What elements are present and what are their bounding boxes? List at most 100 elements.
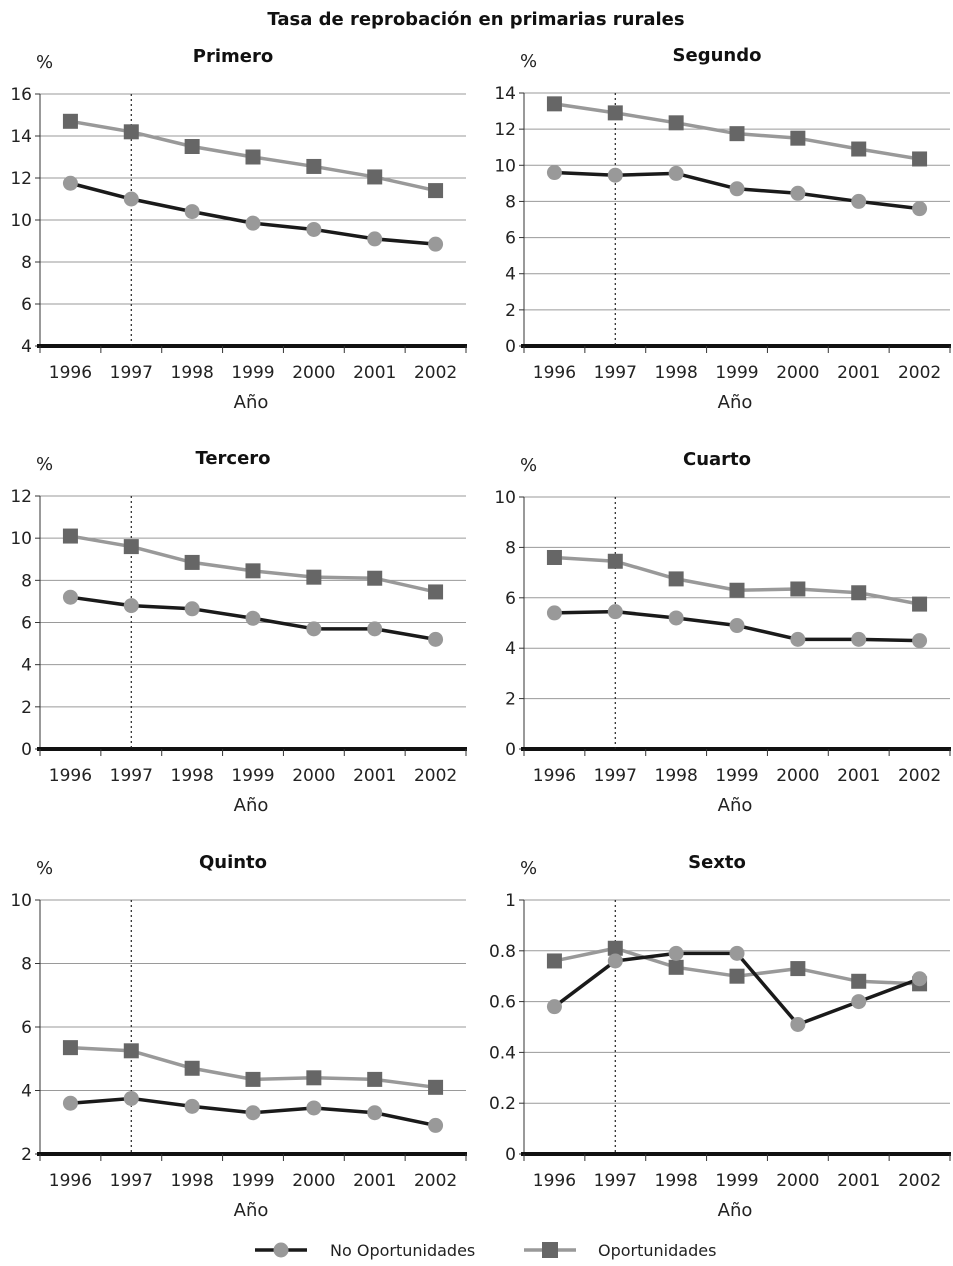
x-axis-label-sexto: Año [718, 1200, 753, 1221]
point-sexto-oportunidades-4 [790, 961, 806, 977]
point-segundo-oportunidades-4 [790, 130, 806, 146]
legend-marker-no-oportunidades [273, 1242, 289, 1258]
legend: No Oportunidades Oportunidades [255, 1241, 716, 1260]
ytick-label-segundo-4: 8 [505, 192, 516, 212]
point-segundo-oportunidades-3 [729, 126, 745, 142]
xtick-label-tercero-5: 2001 [353, 766, 396, 786]
point-tercero-no-oportunidades-1 [123, 598, 139, 614]
xtick-label-tercero-4: 2000 [292, 766, 335, 786]
ytick-label-cuarto-3: 6 [505, 589, 516, 609]
point-cuarto-no-oportunidades-6 [912, 633, 928, 649]
point-sexto-oportunidades-1 [607, 940, 623, 956]
point-tercero-no-oportunidades-2 [184, 601, 200, 617]
y-axis-label-tercero: % [36, 454, 53, 475]
chart-sexto: 0 0.2 0.4 0.6 0.8 1 1996 1997 1998 1999 2000 2001 20… [489, 852, 951, 1221]
xtick-label-sexto-3: 1999 [715, 1171, 758, 1191]
point-cuarto-no-oportunidades-3 [729, 618, 745, 634]
ytick-label-quinto-2: 6 [21, 1018, 32, 1038]
ytick-label-tercero-2: 4 [21, 656, 32, 676]
ytick-label-primero-4: 12 [10, 169, 32, 189]
chart-title-cuarto: Cuarto [683, 449, 751, 470]
xtick-label-quinto-1: 1997 [110, 1171, 153, 1191]
y-axis-label-quinto: % [36, 858, 53, 879]
point-quinto-no-oportunidades-0 [62, 1095, 78, 1111]
xtick-label-primero-4: 2000 [292, 363, 335, 383]
point-primero-oportunidades-4 [306, 158, 322, 174]
y-axis-label-primero: % [36, 52, 53, 73]
xtick-label-primero-6: 2002 [414, 363, 457, 383]
ytick-label-segundo-0: 0 [505, 337, 516, 357]
ytick-label-tercero-3: 6 [21, 614, 32, 634]
point-primero-no-oportunidades-5 [367, 231, 383, 247]
ytick-label-quinto-3: 8 [21, 955, 32, 975]
point-segundo-no-oportunidades-3 [729, 181, 745, 197]
xtick-label-cuarto-5: 2001 [837, 766, 880, 786]
xtick-label-quinto-3: 1999 [231, 1171, 274, 1191]
point-sexto-no-oportunidades-3 [729, 945, 745, 961]
point-segundo-no-oportunidades-0 [546, 165, 562, 181]
chart-panels: 4 6 8 10 12 14 16 1996 1997 1998 1999 2000 2001 2002 P… [10, 45, 951, 1221]
point-primero-no-oportunidades-2 [184, 204, 200, 220]
xtick-label-segundo-3: 1999 [715, 363, 758, 383]
ytick-label-tercero-5: 10 [10, 529, 32, 549]
ytick-label-cuarto-5: 10 [494, 488, 516, 508]
point-quinto-no-oportunidades-4 [306, 1100, 322, 1116]
chart-segundo: 0 2 4 6 8 10 12 14 1996 1997 1998 1999 2000 2001 2002 S… [494, 45, 951, 413]
point-quinto-no-oportunidades-3 [245, 1105, 261, 1121]
point-cuarto-oportunidades-6 [912, 596, 928, 612]
xtick-label-sexto-5: 2001 [837, 1171, 880, 1191]
ytick-label-primero-6: 16 [10, 85, 32, 105]
xtick-label-segundo-6: 2002 [898, 363, 941, 383]
xtick-label-segundo-5: 2001 [837, 363, 880, 383]
point-tercero-oportunidades-6 [428, 584, 444, 600]
point-sexto-no-oportunidades-4 [790, 1016, 806, 1032]
xtick-label-primero-2: 1998 [171, 363, 214, 383]
xtick-label-cuarto-2: 1998 [655, 766, 698, 786]
point-primero-no-oportunidades-4 [306, 221, 322, 237]
point-segundo-no-oportunidades-4 [790, 185, 806, 201]
point-segundo-oportunidades-1 [607, 105, 623, 121]
point-cuarto-no-oportunidades-4 [790, 631, 806, 647]
xtick-label-tercero-0: 1996 [49, 766, 92, 786]
point-segundo-oportunidades-2 [668, 115, 684, 131]
point-segundo-no-oportunidades-1 [607, 167, 623, 183]
point-quinto-oportunidades-0 [62, 1040, 78, 1056]
point-primero-oportunidades-0 [62, 113, 78, 129]
ytick-label-quinto-1: 4 [21, 1082, 32, 1102]
point-quinto-no-oportunidades-1 [123, 1090, 139, 1106]
ytick-label-primero-0: 4 [21, 337, 32, 357]
ytick-label-quinto-4: 10 [10, 891, 32, 911]
ytick-label-sexto-2: 0.4 [489, 1043, 516, 1063]
point-tercero-oportunidades-3 [245, 563, 261, 579]
legend-label-oportunidades: Oportunidades [598, 1241, 716, 1260]
point-tercero-no-oportunidades-3 [245, 610, 261, 626]
point-sexto-no-oportunidades-1 [607, 953, 623, 969]
xtick-label-quinto-2: 1998 [171, 1171, 214, 1191]
point-sexto-no-oportunidades-2 [668, 945, 684, 961]
point-quinto-oportunidades-6 [428, 1079, 444, 1095]
xtick-label-sexto-2: 1998 [655, 1171, 698, 1191]
chart-title-tercero: Tercero [195, 448, 270, 469]
point-sexto-oportunidades-3 [729, 968, 745, 984]
xtick-label-sexto-4: 2000 [776, 1171, 819, 1191]
point-tercero-no-oportunidades-4 [306, 621, 322, 637]
point-tercero-oportunidades-0 [62, 528, 78, 544]
point-cuarto-oportunidades-3 [729, 582, 745, 598]
xtick-label-tercero-6: 2002 [414, 766, 457, 786]
point-segundo-no-oportunidades-2 [668, 165, 684, 181]
x-axis-label-quinto: Año [234, 1200, 269, 1221]
point-cuarto-oportunidades-1 [607, 553, 623, 569]
point-sexto-oportunidades-5 [851, 973, 867, 989]
ytick-label-segundo-6: 12 [494, 120, 516, 140]
point-sexto-no-oportunidades-5 [851, 994, 867, 1010]
ytick-label-primero-5: 14 [10, 127, 32, 147]
xtick-label-primero-0: 1996 [49, 363, 92, 383]
point-segundo-oportunidades-5 [851, 141, 867, 157]
point-segundo-oportunidades-6 [912, 151, 928, 167]
point-cuarto-no-oportunidades-5 [851, 631, 867, 647]
ytick-label-cuarto-4: 8 [505, 538, 516, 558]
xtick-label-quinto-5: 2001 [353, 1171, 396, 1191]
ytick-label-tercero-1: 2 [21, 698, 32, 718]
chart-title-primero: Primero [193, 46, 273, 67]
